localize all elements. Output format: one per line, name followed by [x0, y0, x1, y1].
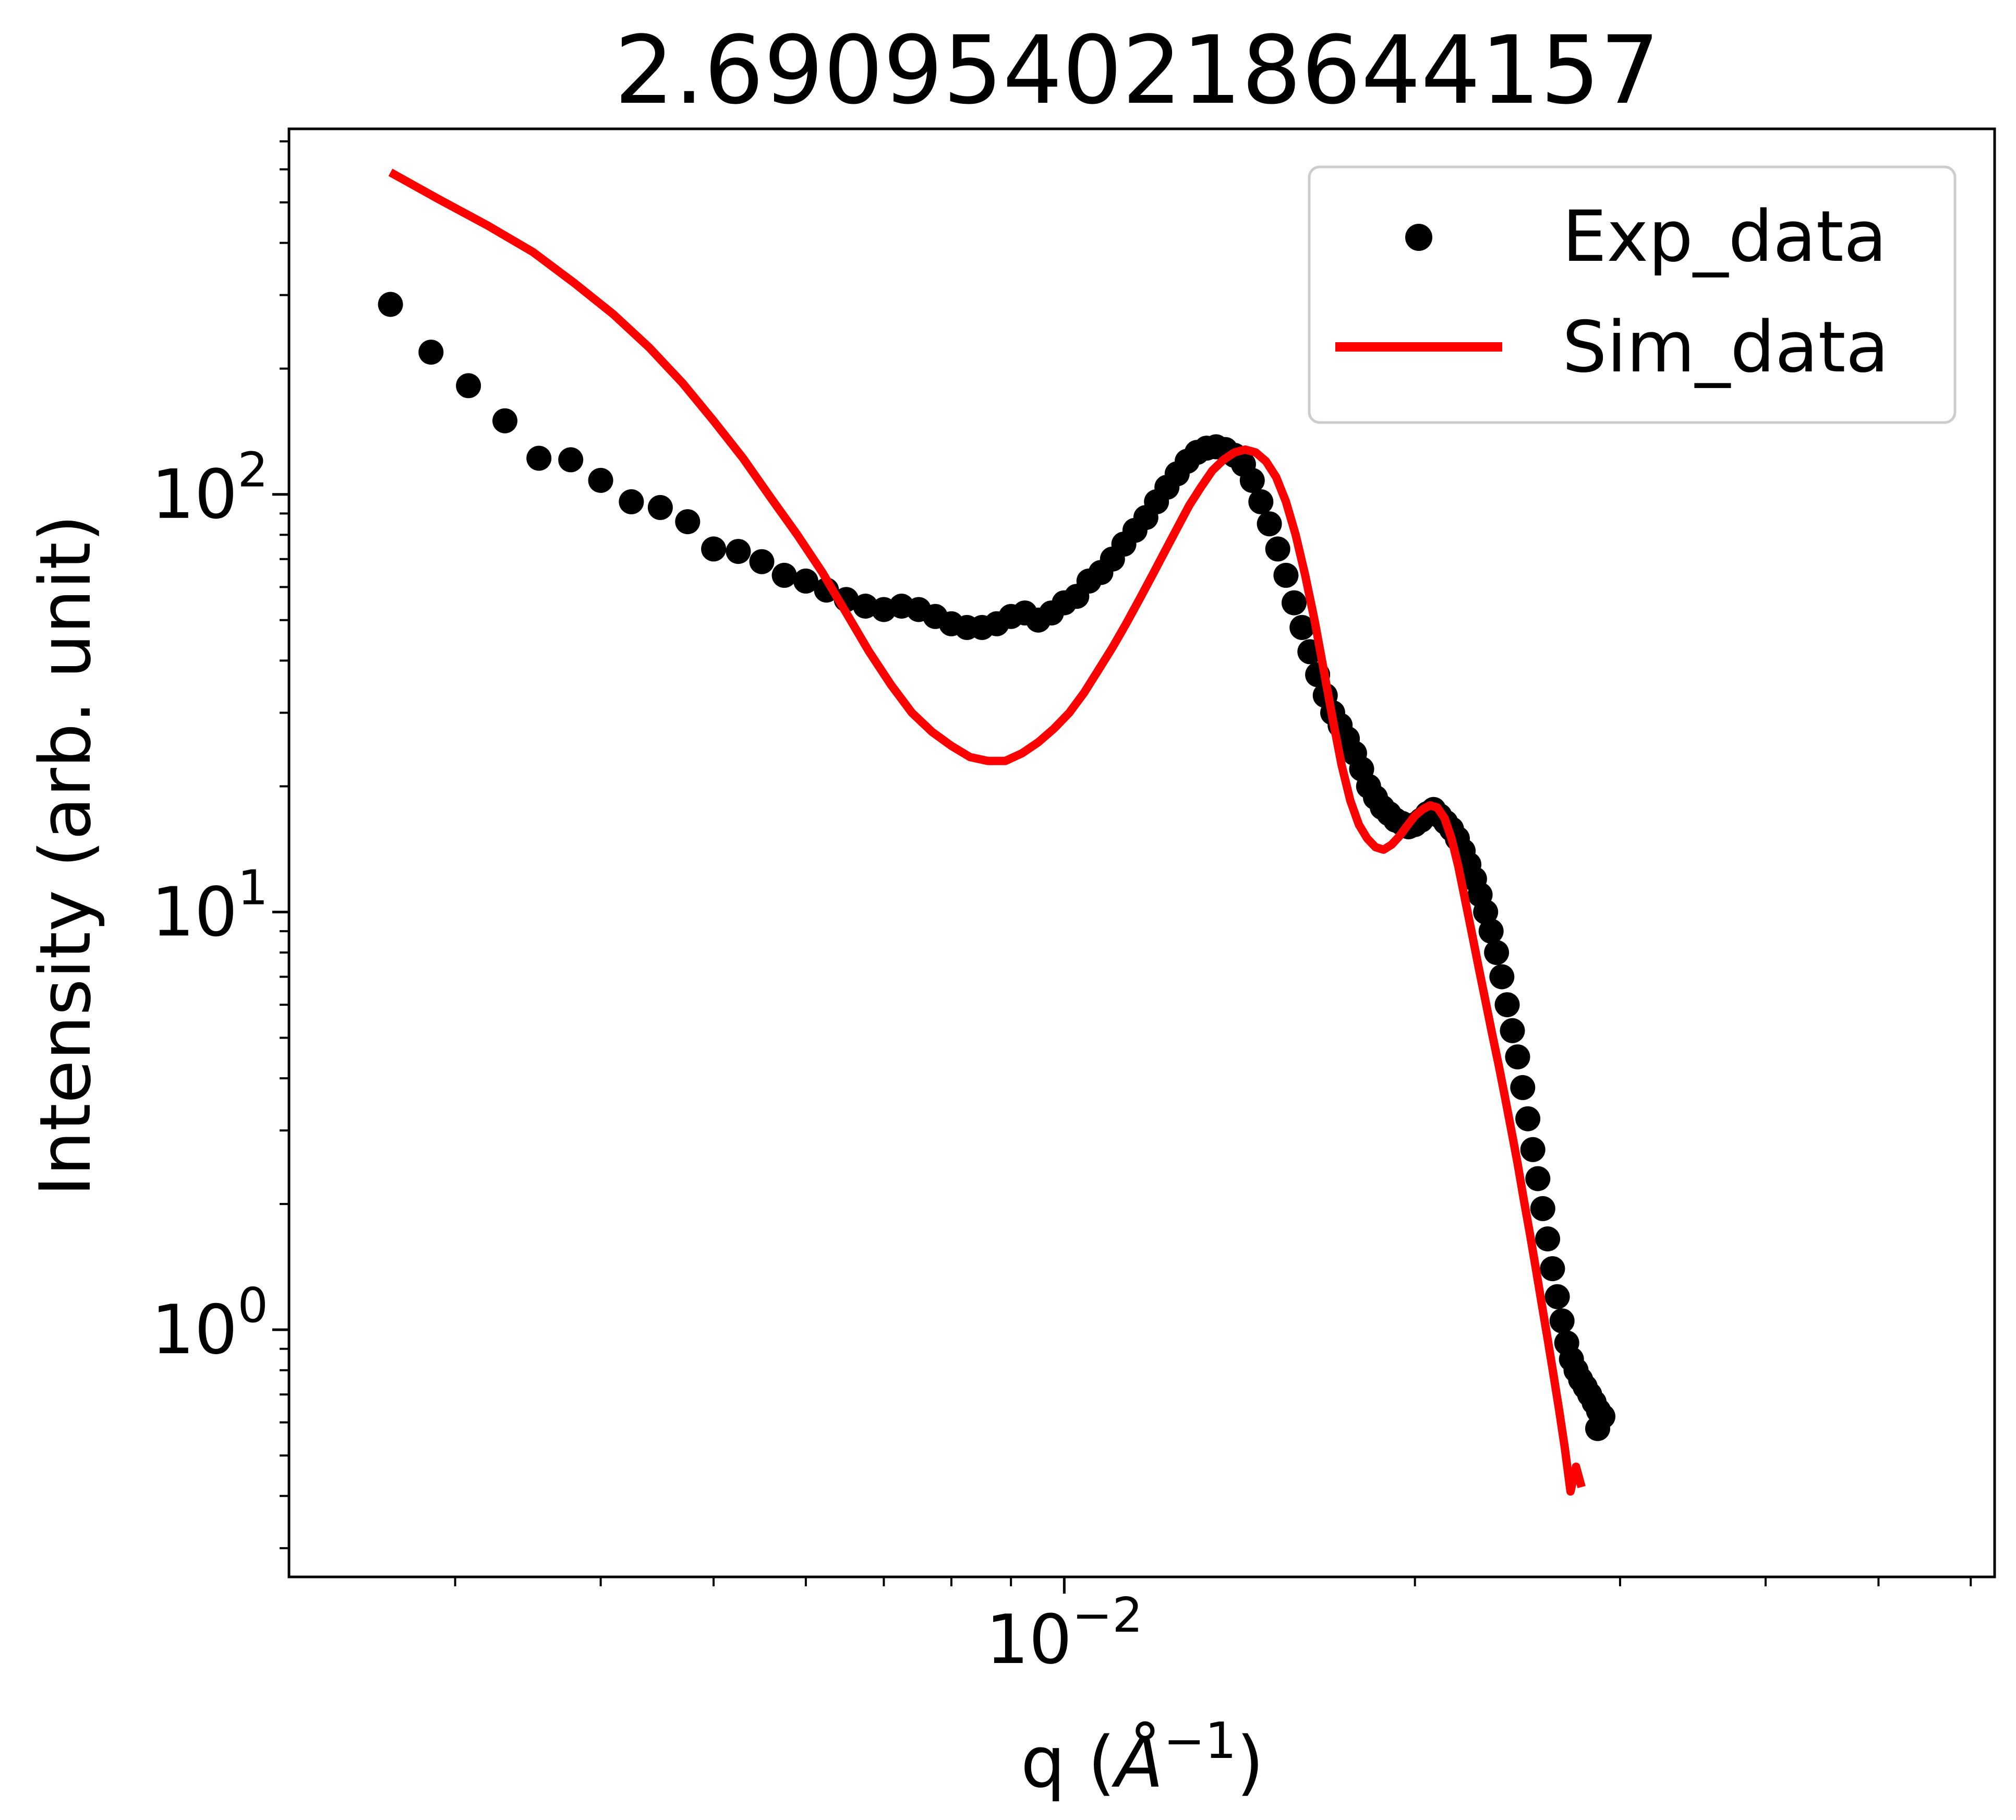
exp-data-point	[749, 549, 775, 574]
exp-data-point	[771, 562, 797, 588]
exp-data-point	[378, 292, 403, 317]
exp-data-point	[1265, 536, 1290, 562]
exp-data-point	[1489, 964, 1515, 990]
exp-data-point	[675, 509, 701, 535]
sim-data-line	[388, 168, 1586, 1496]
x-axis-label: q (Å−1)	[1021, 1713, 1264, 1803]
exp-data-point	[647, 495, 673, 520]
exp-data-point	[1484, 940, 1510, 965]
exp-data-point	[1525, 1166, 1551, 1191]
exp-data-point	[492, 408, 517, 433]
exp-data-point	[1282, 590, 1307, 616]
exp-data-point	[1473, 899, 1499, 925]
exp-data-point	[1494, 992, 1520, 1018]
exp-data-point	[558, 447, 584, 473]
exp-data-point	[526, 445, 552, 471]
exp-data-point	[1248, 489, 1274, 514]
exp-data-point	[726, 539, 751, 564]
exp-data-point	[1549, 1308, 1575, 1334]
exp-data-point	[619, 489, 644, 514]
exp-data-point	[1500, 1018, 1525, 1043]
y-tick-label: 102	[151, 442, 268, 534]
exp-data-point	[1515, 1106, 1541, 1131]
legend-box	[1308, 165, 1957, 424]
plot-area	[378, 168, 1615, 1496]
exp-data-point	[1257, 511, 1282, 537]
legend-exp-marker	[1405, 224, 1432, 251]
exp-data-point	[1530, 1196, 1555, 1221]
exp-data-point	[456, 373, 481, 399]
chart-title: 2.6909540218644157	[614, 16, 1660, 125]
exp-data-point	[1535, 1226, 1561, 1251]
exp-data-point	[1544, 1284, 1570, 1309]
exp-data-point	[793, 568, 818, 594]
exp-data-point	[1273, 562, 1299, 588]
legend-exp-label: Exp_data	[1562, 196, 1887, 278]
axes: 10−2 100 101 102	[151, 140, 1972, 1679]
exp-data-point	[588, 467, 613, 493]
y-axis-label: Intensity (arb. unit)	[25, 514, 106, 1196]
exp-data-point	[1289, 614, 1315, 640]
exp-data-point	[1478, 919, 1504, 944]
exp-data-point	[1520, 1137, 1546, 1162]
exp-data-point	[418, 340, 444, 365]
x-tick-label: 10−2	[986, 1587, 1143, 1679]
y-tick-label: 100	[151, 1277, 268, 1369]
exp-data-point	[1239, 467, 1265, 493]
legend: Exp_data Sim_data	[1308, 165, 1957, 424]
exp-data-point	[1510, 1075, 1536, 1100]
exp-data-point	[1585, 1416, 1610, 1441]
exp-data-point	[701, 536, 727, 562]
legend-sim-label: Sim_data	[1562, 306, 1889, 388]
y-tick-label: 101	[151, 860, 268, 951]
plot-frame	[287, 127, 1996, 1578]
exp-data-point	[1505, 1044, 1530, 1070]
exp-data-point	[1540, 1256, 1565, 1282]
